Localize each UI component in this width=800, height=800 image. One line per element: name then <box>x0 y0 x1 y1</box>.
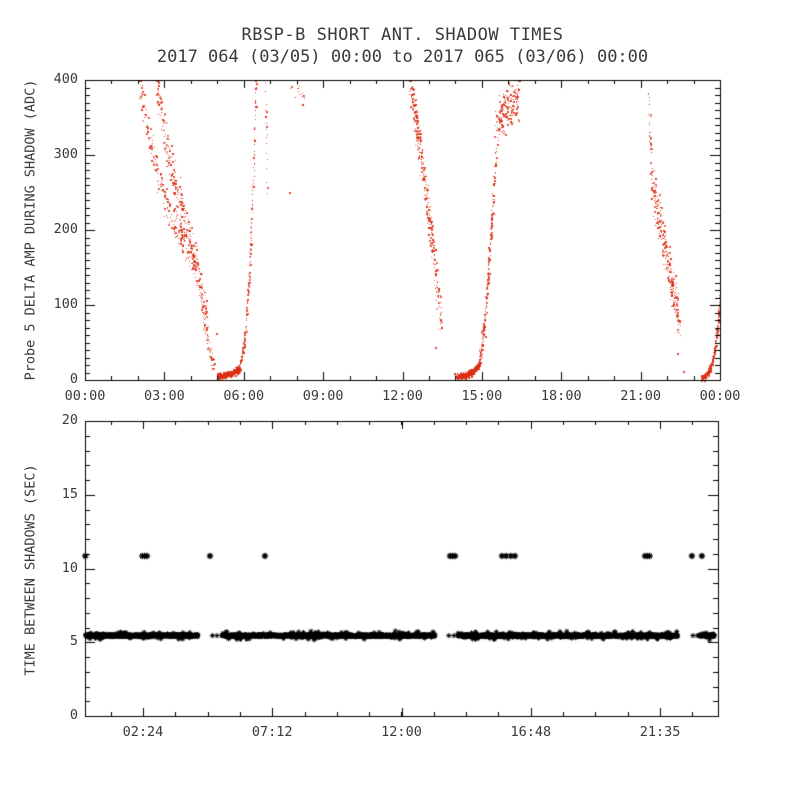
top-panel-y-axis-label: Probe 5 DELTA AMP DURING SHADOW (ADC) <box>22 79 39 381</box>
bottom-y-tick-label: 20 <box>61 412 78 428</box>
bottom-y-tick-label: 5 <box>69 633 78 650</box>
top-x-tick-label: 15:00 <box>461 388 503 404</box>
chart-subtitle: 2017 064 (03/05) 00:00 to 2017 065 (03/0… <box>156 47 649 67</box>
top-y-tick-label: 400 <box>53 71 78 87</box>
top-x-tick-label: 09:00 <box>302 388 344 404</box>
bottom-y-tick-label: 10 <box>61 559 78 576</box>
bottom-x-tick-label: 16:48 <box>510 724 552 740</box>
bottom-x-tick-label: 12:00 <box>381 724 422 740</box>
top-x-tick-label: 12:00 <box>382 388 423 404</box>
top-y-tick-label: 200 <box>53 221 78 237</box>
bottom-y-tick-label: 0 <box>69 707 78 723</box>
bottom-x-tick-label: 21:35 <box>639 724 681 740</box>
top-x-tick-label: 00:00 <box>699 388 741 404</box>
bottom-panel-y-axis-label: TIME BETWEEN SHADOWS (SEC) <box>22 464 39 676</box>
top-x-tick-label: 00:00 <box>64 388 106 404</box>
top-y-tick-label: 100 <box>53 296 78 312</box>
top-y-tick-label: 0 <box>69 371 78 387</box>
bottom-x-tick-label: 07:12 <box>251 724 293 740</box>
chart-title: RBSP-B SHORT ANT. SHADOW TIMES <box>241 25 564 45</box>
top-x-tick-label: 18:00 <box>540 388 582 404</box>
top-x-tick-label: 21:00 <box>620 388 661 404</box>
top-x-tick-label: 03:00 <box>144 388 185 404</box>
bottom-y-tick-label: 15 <box>61 485 78 502</box>
top-x-tick-label: 06:00 <box>223 388 265 404</box>
top-y-tick-label: 300 <box>53 146 78 162</box>
bottom-x-tick-label: 02:24 <box>122 724 164 740</box>
